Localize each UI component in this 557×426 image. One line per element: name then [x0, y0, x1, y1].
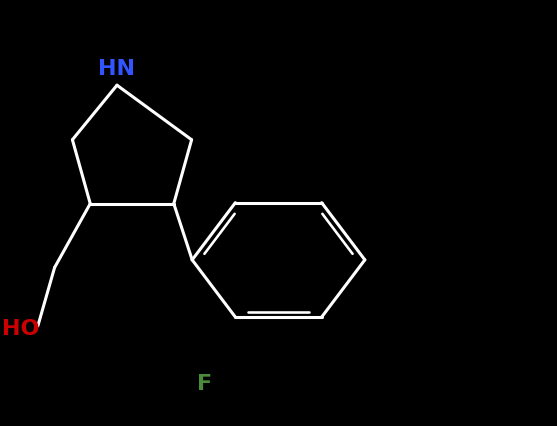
- Text: F: F: [197, 374, 213, 394]
- Text: HO: HO: [2, 319, 40, 339]
- Text: HN: HN: [99, 59, 135, 79]
